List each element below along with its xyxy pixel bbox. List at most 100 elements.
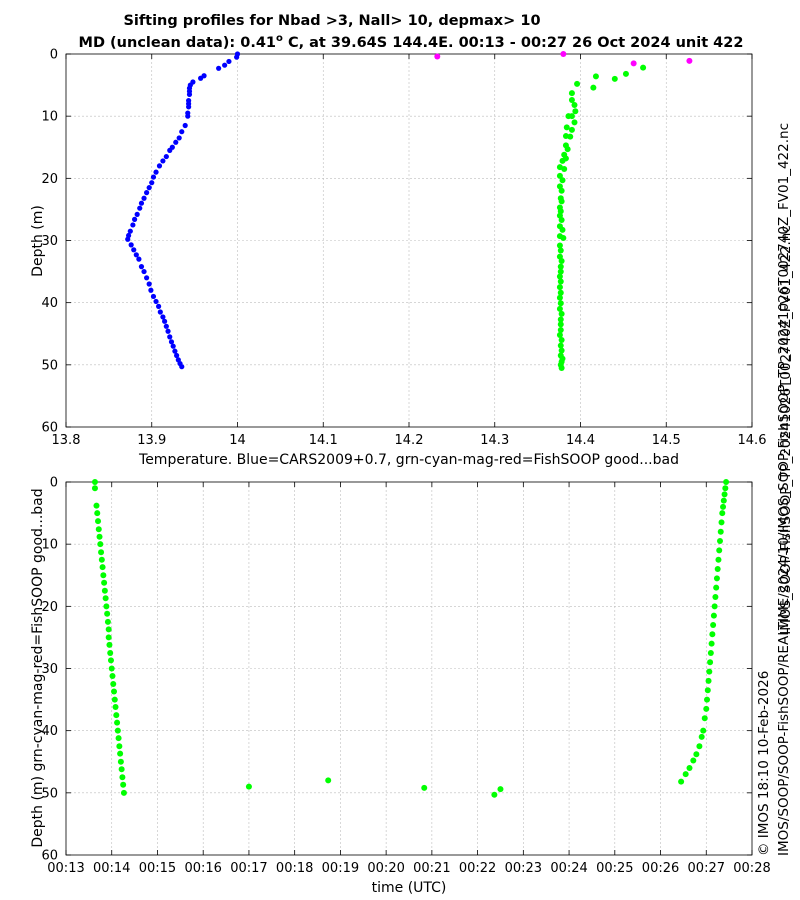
data-point [132, 216, 138, 222]
temperature-profile-panel: 13.8 13.9 14 14.1 14.2 14.3 14.4 14.5 14.6 0 10 20 3… [30, 48, 766, 469]
data-point [104, 610, 111, 617]
data-point [590, 84, 597, 91]
x-axis-label: Temperature. Blue=CARS2009+0.7, grn-cyan… [138, 452, 679, 468]
data-point [559, 177, 566, 184]
side-copyright-text: © IMOS 18:10 10-Feb-2026 [756, 671, 772, 856]
data-point [718, 519, 725, 526]
data-point [105, 634, 112, 641]
data-point [107, 649, 114, 656]
data-point [556, 284, 563, 291]
data-point [558, 187, 565, 194]
data-point [561, 166, 568, 173]
data-point [557, 278, 564, 285]
data-point [182, 122, 188, 129]
x-tick-label: 14.3 [480, 433, 509, 448]
y-tick-label: 30 [41, 234, 58, 249]
x-tick-label: 14.1 [309, 433, 338, 448]
data-point [703, 705, 710, 712]
axes-frame [65, 481, 753, 856]
data-point [106, 641, 113, 648]
data-point [720, 497, 727, 504]
data-point [91, 485, 98, 492]
y-tick-label: 20 [41, 600, 58, 615]
data-point [558, 216, 565, 223]
data-point [226, 58, 232, 65]
data-point [101, 579, 108, 586]
data-point [557, 247, 564, 254]
x-tick-label: 00:13 [47, 861, 84, 876]
x-tick-label: 14.4 [566, 433, 595, 448]
data-point [568, 113, 575, 120]
data-point [144, 190, 150, 196]
data-point [557, 327, 564, 334]
data-point [102, 595, 109, 602]
data-point [222, 62, 228, 68]
y-tick-label: 60 [41, 849, 58, 864]
data-point [115, 735, 122, 742]
data-point [146, 281, 152, 287]
data-point [105, 626, 112, 633]
x-tick-label: 00:27 [688, 861, 725, 876]
data-point [560, 235, 567, 242]
data-point [558, 310, 565, 317]
data-point [719, 510, 726, 517]
data-point [91, 479, 98, 485]
data-point [99, 564, 106, 571]
y-tick-label: 0 [50, 476, 58, 491]
degree-symbol: o [276, 33, 283, 44]
x-tick-label: 00:18 [276, 861, 313, 876]
data-point [168, 339, 175, 345]
data-point [568, 90, 575, 97]
data-point [325, 777, 332, 784]
x-tick-label: 00:25 [596, 861, 633, 876]
data-point [710, 621, 717, 628]
data-point [564, 146, 571, 153]
data-point [721, 491, 728, 498]
data-point [557, 342, 564, 349]
data-point [557, 289, 564, 296]
data-point [96, 533, 103, 540]
data-point [146, 185, 152, 191]
data-point [710, 612, 717, 619]
data-point [112, 704, 119, 711]
data-point [144, 275, 150, 281]
data-point [114, 727, 121, 734]
data-point [117, 758, 124, 765]
data-point [136, 256, 142, 262]
data-point [165, 328, 171, 334]
data-point [696, 743, 703, 750]
data-point [491, 791, 498, 798]
data-point [678, 778, 685, 785]
data-point [157, 309, 163, 315]
y-tick-label: 50 [41, 358, 58, 373]
depth-time-panel: 00:13 00:14 00:15 00:16 00:17 00:18 00:19 00:20… [30, 476, 771, 897]
data-point [557, 300, 564, 307]
data-point [167, 334, 173, 340]
data-point [97, 541, 104, 548]
data-point [134, 211, 140, 217]
x-tick-label: 00:15 [139, 861, 176, 876]
data-point [556, 242, 563, 249]
data-point [572, 108, 579, 115]
data-point [571, 101, 578, 108]
x-tick-label: 00:20 [367, 861, 404, 876]
data-point [120, 781, 127, 788]
data-point [114, 719, 121, 726]
data-point [567, 133, 574, 140]
title-line2-part-a: MD (unclean data): 0.41 [79, 35, 276, 51]
data-point [716, 538, 723, 545]
data-point [557, 321, 564, 328]
data-point [686, 57, 693, 64]
data-point [700, 727, 707, 734]
x-tick-label: 00:19 [322, 861, 359, 876]
data-point [108, 665, 115, 672]
data-point [148, 287, 154, 293]
data-point [712, 594, 719, 601]
data-point [704, 696, 711, 703]
x-tick-label: 00:16 [184, 861, 221, 876]
data-point [104, 618, 111, 625]
data-point [127, 228, 133, 234]
data-point [556, 273, 563, 280]
data-point [640, 64, 647, 71]
